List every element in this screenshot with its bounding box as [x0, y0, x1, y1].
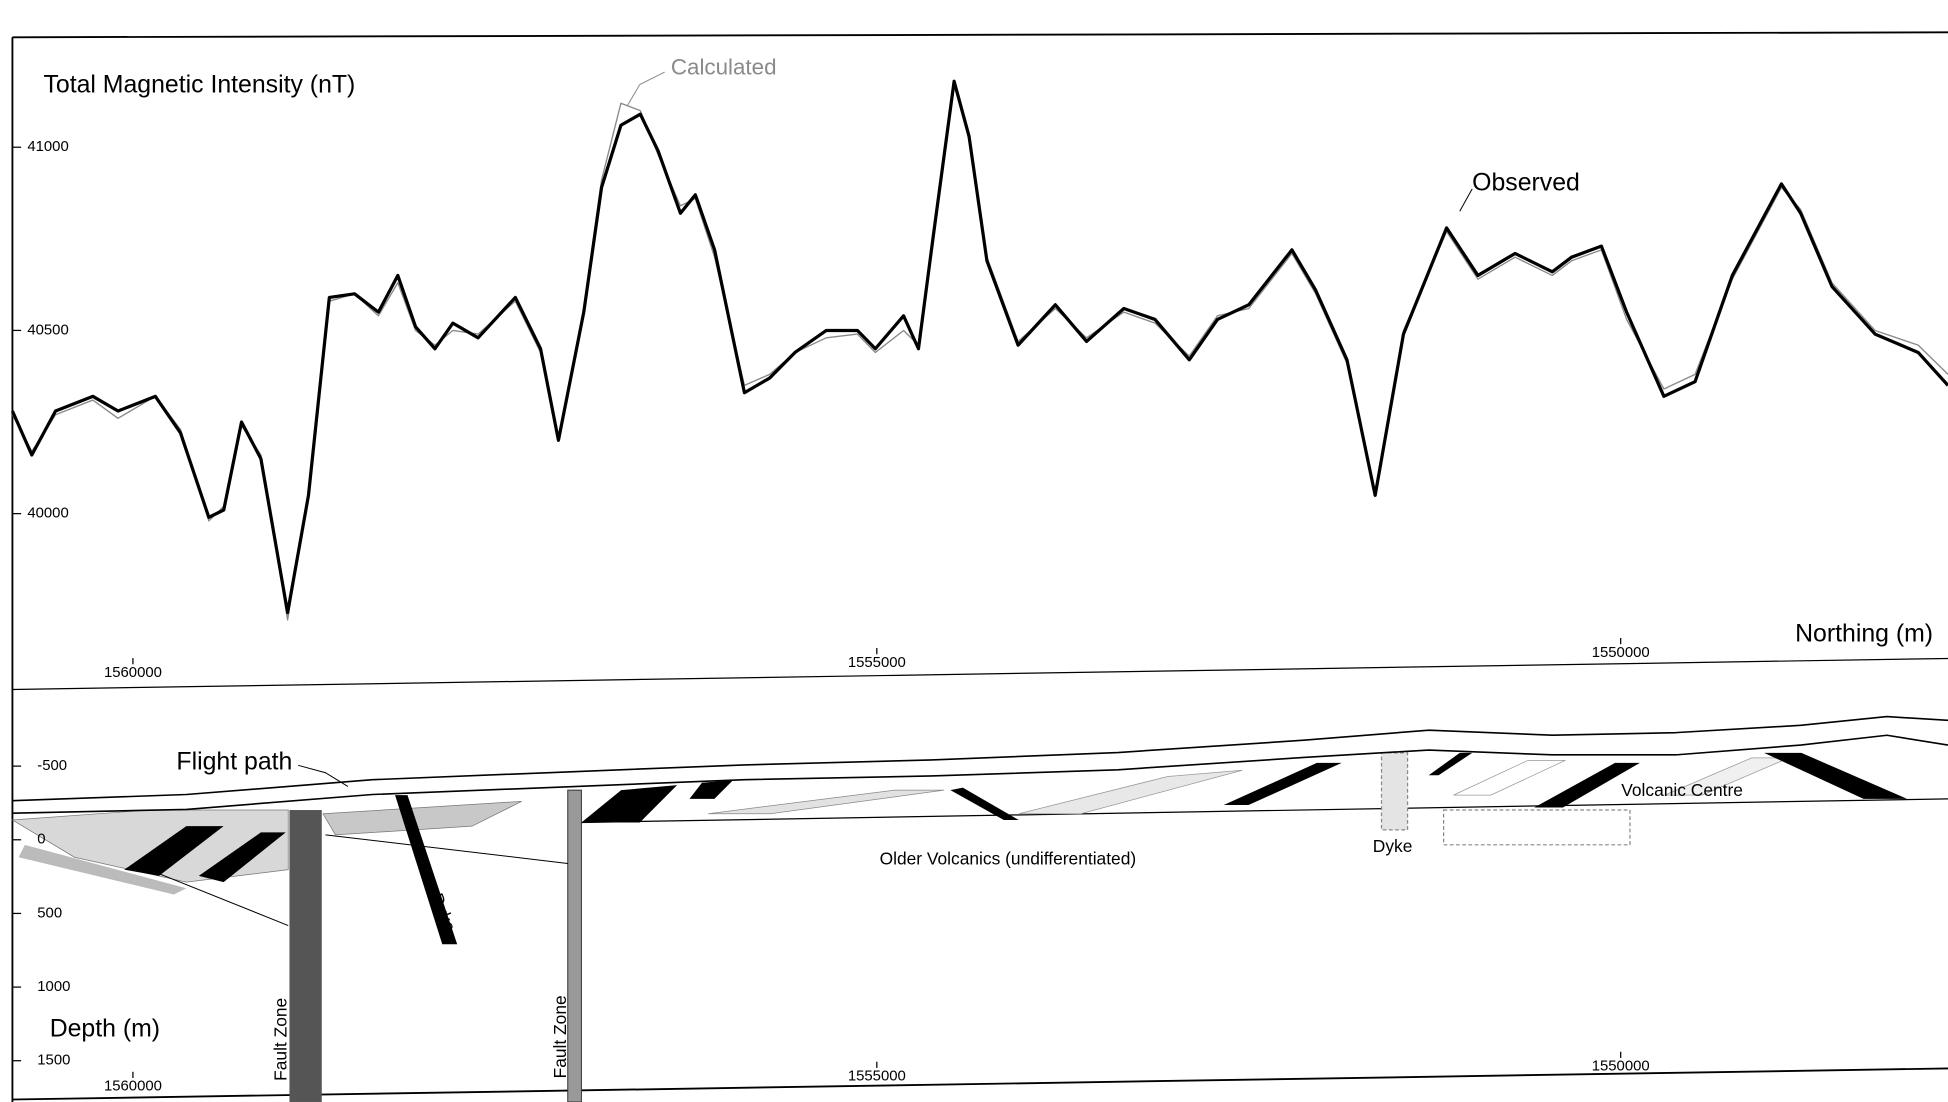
y-tick-label: 1500 [37, 1053, 70, 1069]
y-tick-label: 500 [37, 905, 62, 921]
x-tick-label: 1560000 [104, 665, 162, 681]
annotation: Dyke [1373, 836, 1413, 856]
y-axis-title: Depth (m) [50, 1015, 160, 1042]
figure: 40000 40500 41000 1560000 1555000 1550000 Tota… [0, 0, 1948, 1102]
x-tick-label: 1550000 [1592, 1059, 1650, 1075]
fault-zone [289, 810, 321, 1102]
y-tick-label: 0 [37, 832, 45, 848]
y-tick-label: -500 [37, 758, 67, 774]
y-tick-label: 40500 [27, 322, 68, 338]
annotation: Fault Zone [550, 995, 570, 1078]
y-tick-label: 40000 [27, 506, 68, 522]
page: 40000 40500 41000 1560000 1555000 1550000 Tota… [0, 0, 1948, 1102]
x-tick-label: 1555000 [848, 655, 906, 671]
y-tick-label: 1000 [37, 979, 70, 995]
dyke [1381, 753, 1407, 830]
series-label: Calculated [671, 54, 777, 79]
x-tick-label: 1555000 [848, 1069, 906, 1085]
annotation: Volcanic Centre [1621, 780, 1743, 800]
x-tick-label: 1560000 [104, 1079, 162, 1095]
x-tick-label: 1550000 [1592, 645, 1650, 661]
x-axis-title: Northing (m) [1795, 620, 1933, 647]
series-label: Observed [1472, 169, 1580, 196]
y-tick-label: 41000 [27, 139, 68, 155]
y-axis-title: Total Magnetic Intensity (nT) [43, 71, 355, 98]
annotation: Fault Zone [271, 998, 291, 1081]
annotation: Older Volcanics (undifferentiated) [880, 848, 1137, 868]
series-label: Flight path [176, 748, 292, 775]
